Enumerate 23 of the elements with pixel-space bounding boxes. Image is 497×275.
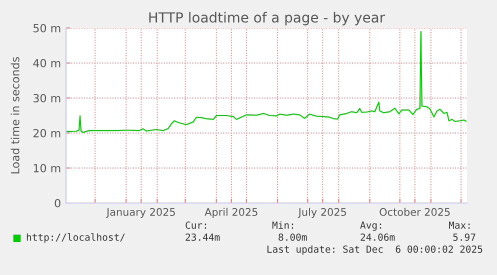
y-tick-label: 20 m bbox=[33, 128, 60, 138]
y-axis-title: Load time in seconds bbox=[10, 57, 20, 174]
text: 5.97 bbox=[453, 233, 476, 241]
x-tick-label: July 2025 bbox=[298, 208, 346, 218]
text: Max: bbox=[448, 222, 470, 229]
y-tick-label: 30 m bbox=[33, 94, 60, 102]
text: Last update: Sat Dec 6 00:00:02 2025 bbox=[267, 245, 482, 255]
x-tick-label: April 2025 bbox=[204, 208, 258, 218]
y-tick-label: 10 m bbox=[34, 164, 60, 172]
text: 23.44m bbox=[186, 233, 220, 241]
line-series bbox=[66, 30, 467, 133]
text: 8.00m bbox=[278, 233, 307, 241]
y-tick-label: 0 bbox=[54, 198, 60, 208]
y-tick-label: 50 m bbox=[34, 24, 60, 32]
text: Min: bbox=[272, 221, 294, 229]
x-tick-label: October 2025 bbox=[380, 208, 450, 216]
text: 24.06m bbox=[360, 233, 395, 241]
x-tick-label: January 2025 bbox=[106, 208, 175, 218]
legend-label: http://localhost/ bbox=[26, 233, 125, 243]
y-tick-label: 40 m bbox=[33, 58, 60, 68]
text: Avg: bbox=[360, 222, 382, 231]
chart-title: HTTP loadtime of a page - by year bbox=[149, 12, 386, 26]
text: Cur: bbox=[186, 221, 206, 229]
